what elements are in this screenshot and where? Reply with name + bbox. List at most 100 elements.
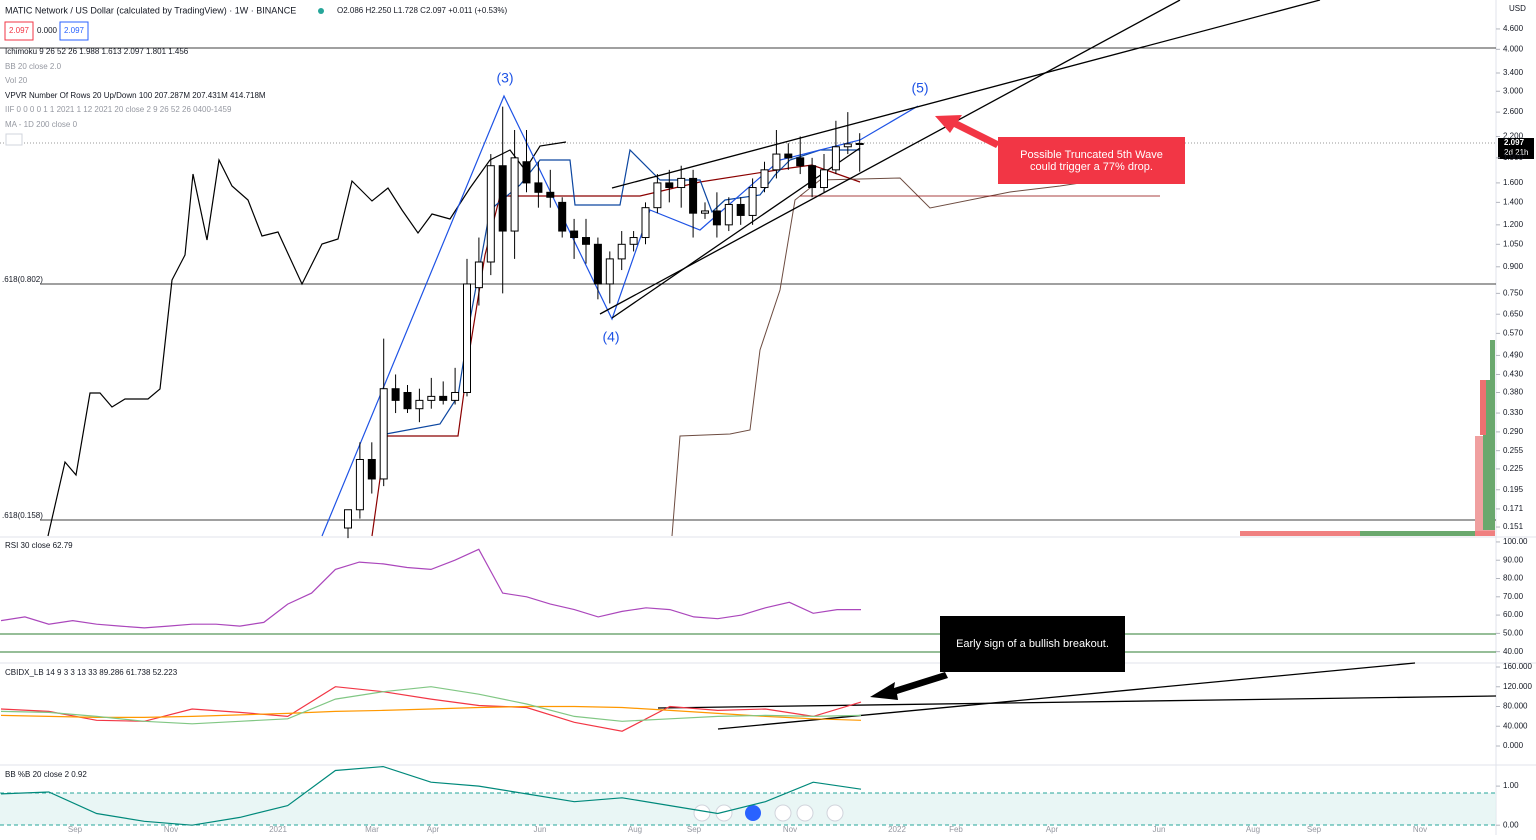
- indicator-line: [0, 686, 862, 725]
- y-tick-label: 3.400: [1503, 68, 1524, 77]
- y-tick-label: 4.000: [1503, 44, 1524, 53]
- y-tick-label: 0.151: [1503, 522, 1524, 531]
- candle-body: [605, 258, 614, 285]
- annotation-text: Early sign of a bullish breakout.: [956, 638, 1109, 650]
- y-tick-label: 0.490: [1503, 351, 1524, 360]
- y-tick-label: 0.900: [1503, 262, 1524, 271]
- volume-profile: [1490, 340, 1495, 380]
- y-tick-label: 40.000: [1503, 721, 1528, 730]
- trend-line: [611, 147, 861, 319]
- candle-body: [831, 146, 840, 171]
- annotation-arrow: [870, 672, 948, 700]
- indicator-line: [0, 548, 861, 629]
- annotation-arrow: [935, 115, 1000, 148]
- y-tick-label: 100.00: [1503, 537, 1528, 546]
- currency: USD: [1509, 4, 1526, 13]
- candle-body: [772, 153, 781, 171]
- y-tick-label: 0.650: [1503, 309, 1524, 318]
- y-tick-label: 0.380: [1503, 388, 1524, 397]
- candle-body: [653, 182, 662, 209]
- annotation-text: Possible Truncated 5th Wave could trigge…: [1020, 148, 1163, 173]
- sell-box[interactable]: [4, 21, 34, 41]
- candle-body: [534, 182, 543, 193]
- trend-line: [599, 0, 1181, 315]
- x-tick-label: Nov: [164, 825, 178, 834]
- x-tick-label: Aug: [1246, 825, 1260, 834]
- candle-body: [748, 187, 757, 216]
- x-tick-label: Mar: [365, 825, 379, 834]
- candle-body: [582, 237, 590, 245]
- collapse-button[interactable]: [5, 133, 23, 146]
- annotation-holder: Possible Truncated 5th Wave could trigge…: [1020, 148, 1163, 173]
- reset-chart[interactable]: [826, 804, 844, 822]
- candle-body: [522, 161, 531, 184]
- candle-body: [796, 157, 805, 167]
- candle-body: [843, 143, 852, 148]
- y-tick-label: 4.600: [1503, 24, 1524, 33]
- buy-box[interactable]: [59, 21, 89, 41]
- wave-label: (5): [911, 80, 928, 96]
- y-tick-label: 160.000: [1503, 662, 1532, 671]
- annotation-box: [998, 137, 1185, 184]
- y-tick-label: 0.330: [1503, 408, 1524, 417]
- legend: Ichimoku 9 26 52 26 1.988 1.613 2.097 1.…: [5, 47, 189, 56]
- zoom-out[interactable]: [693, 804, 711, 822]
- trend-line: [611, 0, 1321, 189]
- y-tick-label: 0.171: [1503, 504, 1524, 513]
- candle-body: [784, 153, 793, 159]
- spread: 0.000: [37, 26, 58, 35]
- x-tick-label: Apr: [427, 825, 440, 834]
- x-tick-label: Sep: [1307, 825, 1322, 834]
- y-tick-label: 1.400: [1503, 197, 1524, 206]
- y-tick-label: 0.750: [1503, 288, 1524, 297]
- status-dot: [318, 8, 324, 14]
- candle-body: [558, 201, 567, 232]
- pane-legend: CBIDX_LB 14 9 3 3 13 33 89.286 61.738 52…: [5, 668, 178, 677]
- candle-body: [641, 207, 650, 239]
- candle-body: [701, 210, 709, 214]
- candle-body: [677, 177, 686, 189]
- annotation-holder: Early sign of a bullish breakout.: [956, 638, 1109, 650]
- x-tick-label: Jun: [534, 825, 547, 834]
- scroll-right[interactable]: [796, 804, 814, 822]
- y-tick-label: 80.000: [1503, 702, 1528, 711]
- wave-label: (4): [602, 329, 619, 345]
- candle-body: [712, 210, 721, 226]
- x-tick-label: Nov: [1413, 825, 1427, 834]
- candle-body: [570, 230, 579, 239]
- scroll-left[interactable]: [774, 804, 792, 822]
- volume-profile: [1360, 531, 1475, 536]
- conversion-line: [385, 148, 860, 435]
- y-tick-label: 0.430: [1503, 370, 1524, 379]
- pane-legend: BB %B 20 close 2 0.92: [5, 770, 87, 779]
- x-tick-label: Sep: [68, 825, 83, 834]
- x-tick-label: Jun: [1153, 825, 1166, 834]
- y-tick-label: 50.00: [1503, 628, 1524, 637]
- legend: VPVR Number Of Rows 20 Up/Down 100 207.2…: [5, 91, 266, 100]
- volume-profile: [1480, 380, 1486, 435]
- y-tick-label: 1.600: [1503, 178, 1524, 187]
- candle-body: [367, 458, 376, 480]
- legend: BB 20 close 2.0: [5, 62, 62, 71]
- y-tick-label: 1.050: [1503, 239, 1524, 248]
- candle-body: [629, 237, 638, 245]
- y-tick-label: 70.00: [1503, 592, 1524, 601]
- y-tick-label: 2.200: [1503, 132, 1524, 141]
- wave-line: [321, 94, 919, 537]
- y-tick-label: 0.000: [1503, 741, 1524, 750]
- symbol-title: MATIC Network / US Dollar (calculated by…: [5, 5, 296, 15]
- x-tick-label: 2022: [888, 825, 906, 834]
- trend-line: [717, 662, 1416, 730]
- fib-label: .618(0.802): [2, 275, 43, 284]
- x-tick-label: Aug: [628, 825, 642, 834]
- legend: Vol 20: [5, 76, 28, 85]
- last-price: 2.097: [1504, 138, 1525, 147]
- candle-body: [451, 391, 460, 401]
- reset-view[interactable]: [745, 805, 761, 821]
- price-tag: [1498, 138, 1534, 159]
- candle-body: [463, 283, 471, 393]
- annotation-box: [940, 616, 1125, 672]
- candle-body: [510, 157, 519, 232]
